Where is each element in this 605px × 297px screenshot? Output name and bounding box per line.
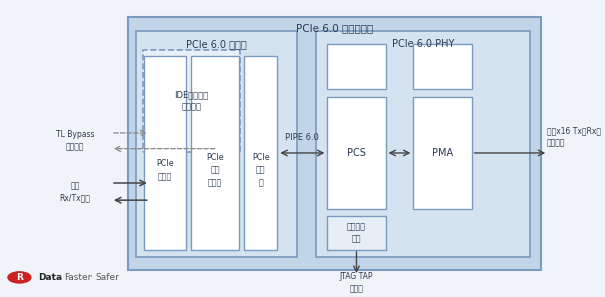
Bar [128,17,541,270]
Text: 寄存器接
口核: 寄存器接 口核 [347,222,366,244]
Text: PIPE 6.0: PIPE 6.0 [286,133,319,142]
Bar [136,31,297,257]
Text: PCS: PCS [347,148,366,158]
Text: Data: Data [38,273,62,282]
Bar [244,56,278,250]
Text: JTAG TAP
控制器: JTAG TAP 控制器 [340,272,373,293]
Text: PCIe 6.0 控制器: PCIe 6.0 控制器 [186,39,247,49]
Text: 最高x16 Tx，Rx，
串行链路: 最高x16 Tx，Rx， 串行链路 [546,127,601,148]
Text: PCIe
事务层: PCIe 事务层 [156,159,174,181]
Bar [327,97,385,209]
Bar [413,44,472,89]
Bar [327,216,385,250]
Bar [327,44,385,89]
Bar [144,56,186,250]
Text: Faster: Faster [64,273,91,282]
Text: R: R [16,273,23,282]
Circle shape [7,271,31,284]
Bar [143,50,240,151]
Text: ·: · [59,272,62,282]
Text: Safer: Safer [95,273,119,282]
Bar [316,31,530,257]
Text: IDE安全引擎
（可选）: IDE安全引擎 （可选） [174,90,208,111]
Text: PCIe 6.0 接口子系统: PCIe 6.0 接口子系统 [296,23,373,34]
Text: PCIe 6.0 PHY: PCIe 6.0 PHY [392,39,454,49]
Bar [413,97,472,209]
Text: PMA: PMA [432,148,453,158]
Text: ·: · [90,272,93,282]
Text: 高效
Rx/Tx接口: 高效 Rx/Tx接口 [59,181,90,202]
Bar [191,56,238,250]
Text: PCIe
数据
链路层: PCIe 数据 链路层 [206,153,224,187]
Text: TL Bypass
（可选）: TL Bypass （可选） [56,130,94,151]
Text: PCIe
物理
层: PCIe 物理 层 [252,153,270,187]
